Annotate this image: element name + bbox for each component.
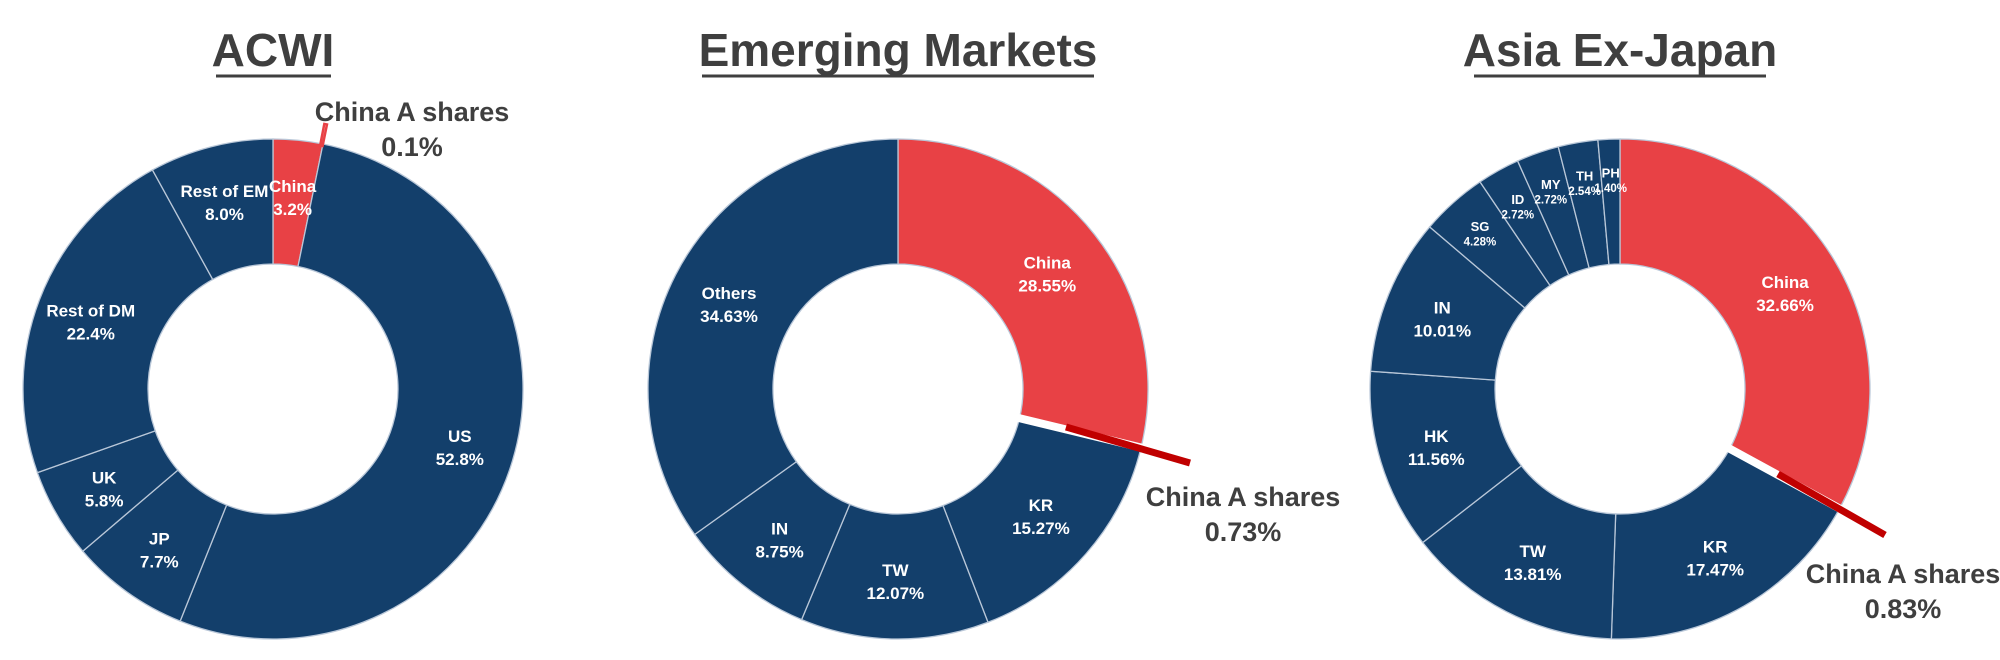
emerging-markets-china-a-shares-marker <box>1065 423 1191 467</box>
asia-ex-japan-label-in-name: IN <box>1434 298 1451 317</box>
asia-ex-japan-label-hk-name: HK <box>1424 427 1449 446</box>
asia-ex-japan-chart: Asia Ex-Japan China 32.66% KR 17.47% TW 13.81… <box>1369 24 2000 640</box>
asia-ex-japan-slice-labels: China 32.66% KR 17.47% TW 13.81% HK 11.56% IN 10.… <box>1408 166 1814 584</box>
asia-ex-japan-label-kr-value: 17.47% <box>1686 561 1744 580</box>
acwi-label-uk-value: 5.8% <box>85 492 124 511</box>
asia-ex-japan-label-my-value: 2.72% <box>1534 195 1567 207</box>
acwi-label-china-name: China <box>269 177 317 196</box>
emerging-markets-slices <box>647 138 1191 640</box>
asia-ex-japan-label-my-name: MY <box>1541 177 1561 192</box>
emerging-markets-slice-china <box>897 138 1149 449</box>
asia-ex-japan-slice-kr <box>1610 447 1841 640</box>
emerging-markets-label-china-name: China <box>1024 253 1072 272</box>
asia-ex-japan-label-in-value: 10.01% <box>1413 321 1471 340</box>
asia-ex-japan-label-ph-name: PH <box>1602 166 1620 181</box>
acwi-chart-title: ACWI <box>212 24 335 76</box>
acwi-slice-us <box>179 143 524 640</box>
acwi-label-jp-name: JP <box>149 529 170 548</box>
asia-ex-japan-label-sg-name: SG <box>1471 219 1490 234</box>
asia-ex-japan-slice-china <box>1619 138 1871 510</box>
acwi-chart: ACWI China 3.2% US 52.8% JP 7.7% UK 5.8% Rest of… <box>22 24 524 640</box>
acwi-china-a-shares-marker <box>318 122 329 148</box>
asia-ex-japan-label-china-value: 32.66% <box>1756 296 1814 315</box>
emerging-markets-label-others-value: 34.63% <box>700 307 758 326</box>
emerging-markets-label-china-value: 28.55% <box>1018 276 1076 295</box>
asia-ex-japan-label-id-value: 2.72% <box>1502 210 1535 222</box>
emerging-markets-slice-kr <box>942 417 1142 624</box>
emerging-markets-label-tw-value: 12.07% <box>867 584 925 603</box>
emerging-markets-chart: Emerging Markets China 28.55% KR 15.27% TW 12… <box>647 24 1341 640</box>
acwi-label-us-value: 52.8% <box>436 450 484 469</box>
asia-ex-japan-slice-ph <box>1597 138 1621 266</box>
acwi-slice-rest-of-dm <box>22 169 214 474</box>
asia-ex-japan-china-a-shares-marker <box>1776 470 1887 539</box>
asia-ex-japan-slices <box>1369 138 1887 640</box>
emerging-markets-china-a-shares-value: 0.73% <box>1205 517 1282 547</box>
emerging-markets-label-kr-name: KR <box>1029 496 1054 515</box>
asia-ex-japan-label-hk-value: 11.56% <box>1408 450 1465 469</box>
emerging-markets-slice-others <box>647 138 899 536</box>
asia-ex-japan-label-china-name: China <box>1761 273 1809 292</box>
emerging-markets-slice-labels: China 28.55% KR 15.27% TW 12.07% IN 8.75% Others… <box>700 253 1076 603</box>
asia-ex-japan-label-id-name: ID <box>1511 192 1524 207</box>
asia-ex-japan-label-th-name: TH <box>1576 168 1593 183</box>
acwi-label-rest-of-dm-name: Rest of DM <box>46 302 135 321</box>
acwi-label-us-name: US <box>448 427 472 446</box>
acwi-label-rest-of-em-name: Rest of EM <box>181 182 269 201</box>
emerging-markets-chart-title: Emerging Markets <box>699 24 1098 76</box>
emerging-markets-label-tw-name: TW <box>882 561 909 580</box>
acwi-slices <box>22 122 524 640</box>
asia-ex-japan-label-tw-value: 13.81% <box>1504 565 1562 584</box>
acwi-label-jp-value: 7.7% <box>140 552 179 571</box>
emerging-markets-label-in-name: IN <box>771 520 788 539</box>
acwi-label-china-value: 3.2% <box>273 200 312 219</box>
asia-ex-japan-chart-title: Asia Ex-Japan <box>1463 24 1777 76</box>
asia-ex-japan-china-a-shares-value: 0.83% <box>1865 594 1942 624</box>
emerging-markets-china-a-shares-name: China A shares <box>1146 482 1341 512</box>
acwi-label-rest-of-em-value: 8.0% <box>205 205 244 224</box>
emerging-markets-label-kr-value: 15.27% <box>1012 519 1070 538</box>
acwi-slice-labels: China 3.2% US 52.8% JP 7.7% UK 5.8% Rest of DM 22… <box>46 177 484 571</box>
asia-ex-japan-label-ph-value: 1.40% <box>1594 183 1627 195</box>
asia-ex-japan-label-kr-name: KR <box>1703 538 1728 557</box>
acwi-china-a-shares-value: 0.1% <box>381 132 443 162</box>
asia-ex-japan-china-a-shares-name: China A shares <box>1806 559 2000 589</box>
acwi-china-a-shares-name: China A shares <box>315 97 510 127</box>
acwi-label-rest-of-dm-value: 22.4% <box>67 325 115 344</box>
emerging-markets-label-in-value: 8.75% <box>755 543 803 562</box>
acwi-label-uk-name: UK <box>92 469 117 488</box>
acwi-slice-rest-of-em <box>151 138 274 281</box>
asia-ex-japan-label-tw-name: TW <box>1519 542 1546 561</box>
emerging-markets-label-others-name: Others <box>702 284 757 303</box>
asia-ex-japan-slice-tw <box>1421 464 1617 640</box>
asia-ex-japan-label-th-value: 2.54% <box>1568 186 1601 198</box>
asia-ex-japan-label-sg-value: 4.28% <box>1464 236 1497 248</box>
